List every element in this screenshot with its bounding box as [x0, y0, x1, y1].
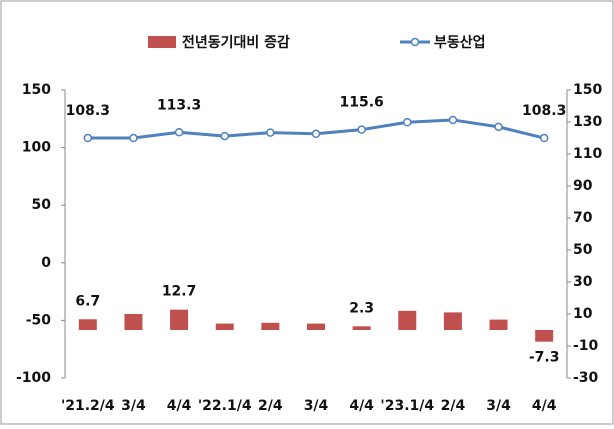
y-tick-label: 0 — [41, 255, 51, 271]
y2-tick-label: -10 — [573, 338, 599, 354]
bar — [215, 323, 234, 330]
line-marker — [83, 133, 93, 143]
x-tick-label: 4/4 — [167, 398, 192, 414]
line-marker — [403, 118, 412, 127]
data-label: 108.3 — [522, 103, 566, 119]
bar — [352, 326, 371, 330]
y2-tick-label: 10 — [573, 306, 593, 322]
y2-tick-label: 70 — [573, 210, 593, 226]
data-label: 12.7 — [162, 284, 197, 300]
y2-tick-label: 90 — [573, 178, 593, 194]
y-tick-label: 150 — [22, 82, 51, 98]
bar — [535, 330, 554, 342]
line-marker — [311, 129, 321, 139]
x-tick-label: 2/4 — [258, 398, 283, 414]
line-marker — [266, 128, 275, 137]
line-marker — [448, 115, 458, 125]
bar — [124, 314, 143, 330]
y-tick-label: 50 — [32, 197, 52, 213]
data-label: -7.3 — [529, 350, 560, 366]
line-marker — [220, 131, 229, 141]
x-tick-label: '23.1/4 — [380, 398, 434, 414]
data-label: 108.3 — [66, 103, 110, 119]
x-tick-label: 3/4 — [121, 398, 146, 414]
y2-tick-label: 130 — [573, 114, 602, 130]
line-marker — [129, 133, 138, 143]
y2-tick-label: 50 — [573, 242, 593, 258]
data-label: 6.7 — [75, 293, 100, 309]
line-marker — [174, 128, 184, 137]
x-tick-label: 4/4 — [349, 398, 374, 414]
x-tick-label: 2/4 — [441, 398, 466, 414]
y2-tick-label: 150 — [573, 82, 602, 98]
bar — [398, 310, 417, 330]
bar — [78, 319, 97, 330]
line-marker — [357, 125, 366, 134]
y2-tick-label: 110 — [573, 146, 602, 162]
y-tick-label: -100 — [16, 370, 51, 386]
legend-label: 부동산업 — [434, 34, 486, 51]
y2-tick-label: -30 — [573, 370, 599, 386]
bar — [443, 312, 462, 330]
data-label: 2.3 — [349, 300, 374, 316]
y2-tick-label: 30 — [573, 274, 593, 290]
legend-label: 전년동기대비 증감 — [182, 34, 290, 51]
y-tick-label: 100 — [22, 140, 51, 156]
line-marker — [494, 122, 503, 132]
x-tick-label: 3/4 — [486, 398, 511, 414]
y-tick-label: -50 — [26, 312, 52, 328]
line-marker — [539, 133, 549, 143]
legend-swatch — [148, 36, 176, 48]
data-label: 113.3 — [157, 97, 201, 113]
x-tick-label: '22.1/4 — [198, 398, 252, 414]
bar — [489, 319, 508, 330]
bar — [307, 323, 325, 330]
data-label: 115.6 — [339, 95, 383, 111]
x-tick-label: 3/4 — [304, 398, 329, 414]
bar — [261, 322, 280, 330]
x-tick-label: '21.2/4 — [61, 398, 115, 414]
bar — [170, 309, 189, 330]
x-tick-label: 4/4 — [532, 398, 557, 414]
legend-marker — [410, 37, 420, 47]
